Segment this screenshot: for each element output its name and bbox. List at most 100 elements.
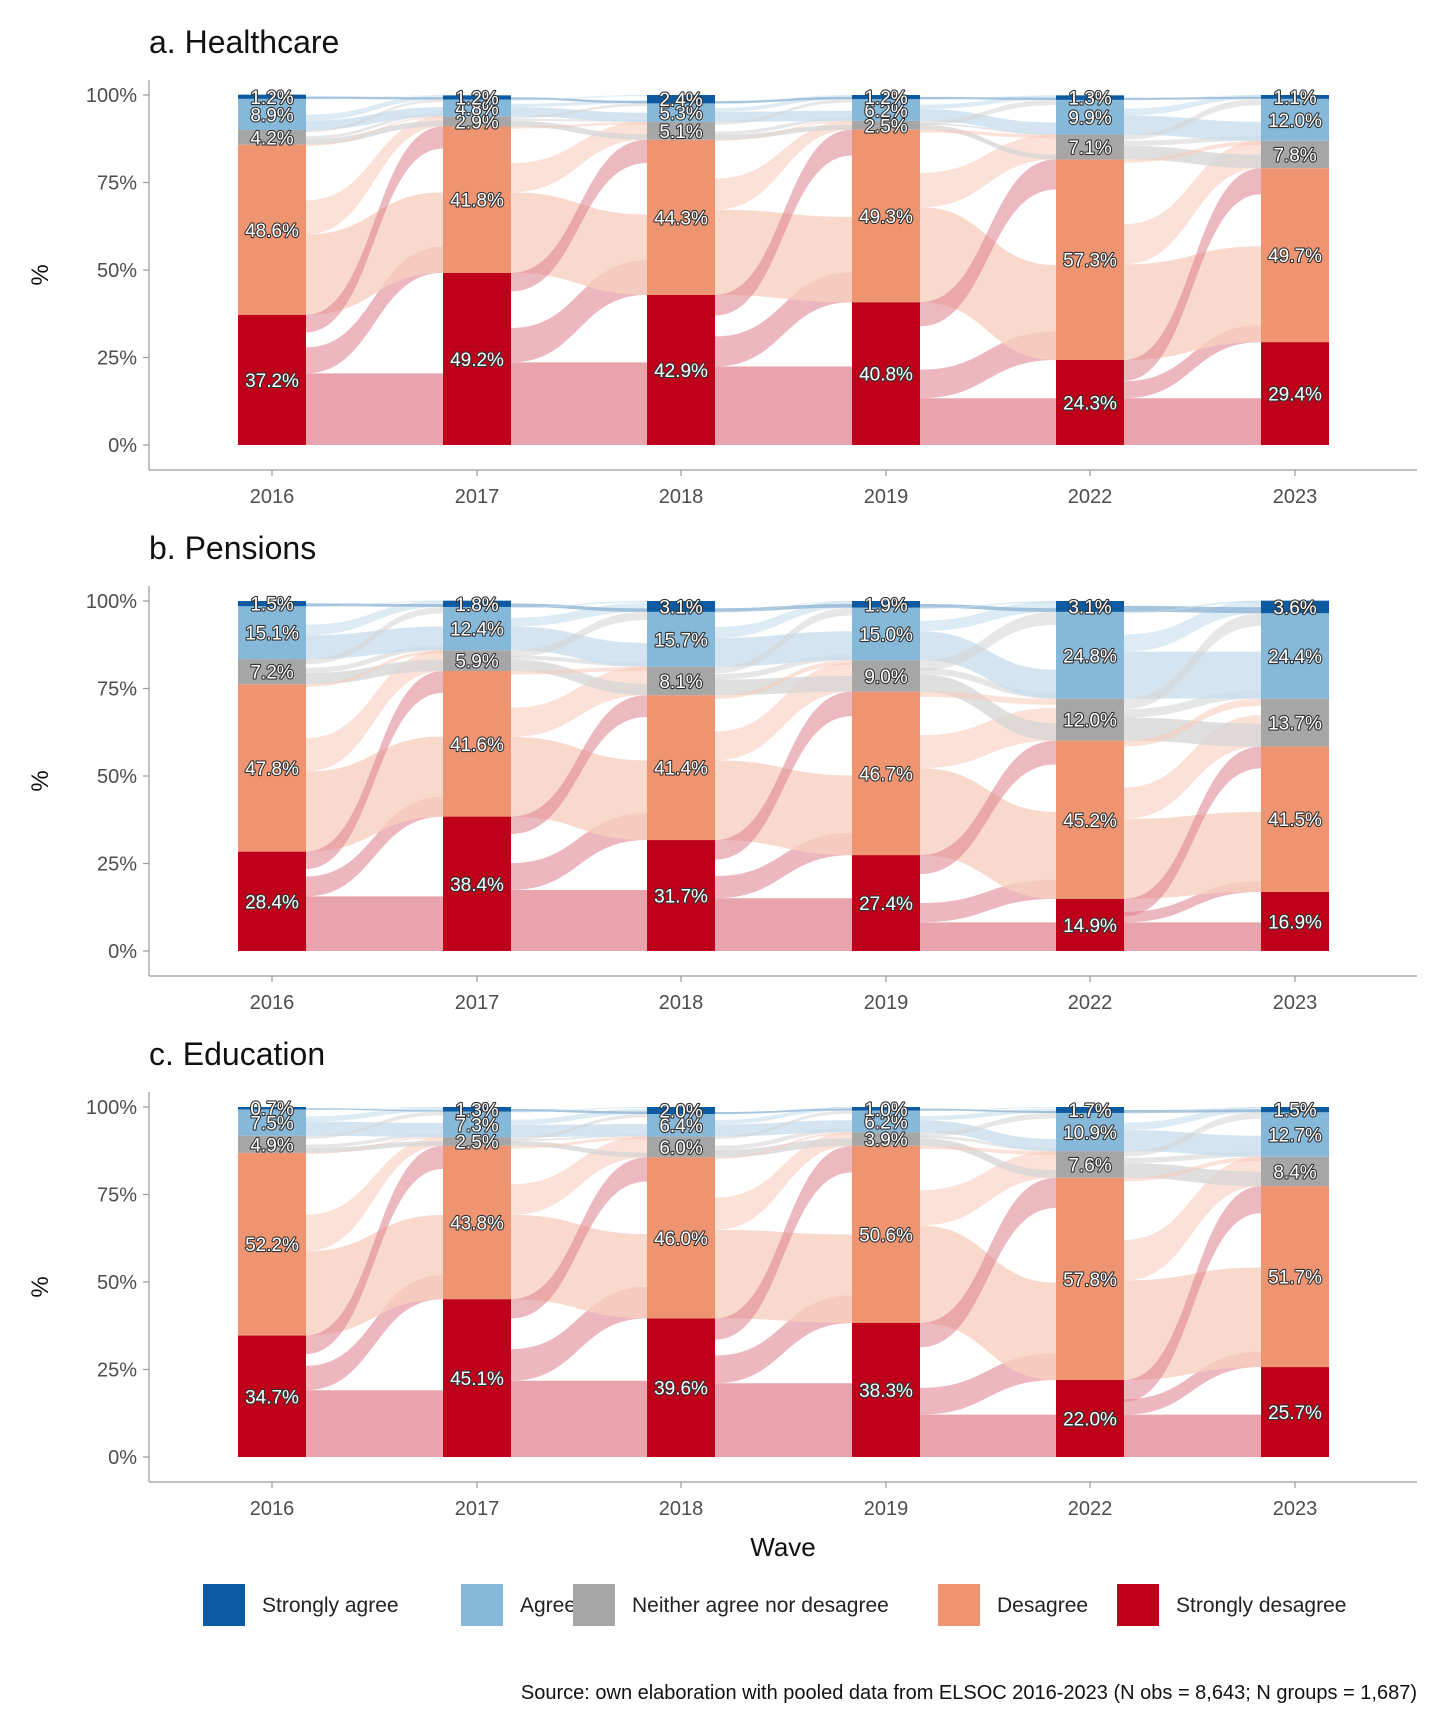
data-label: 1.5% [1273,1101,1316,1122]
flow-neither-agree-nor-desagree-to-agree [306,113,443,140]
data-label: 50.6% [859,1225,913,1246]
panel-title: a. Healthcare [149,24,339,60]
bar-segment-desagree [443,671,511,817]
data-label: 6.4% [659,1116,702,1137]
x-tick-label: 2019 [864,992,909,1014]
flow-agree-to-strongly-agree [920,1107,1056,1112]
data-label: 42.9% [654,361,708,382]
flow-neither-agree-nor-desagree-to-agree [920,123,1056,135]
data-label: 9.9% [1068,108,1111,129]
flow-agree-to-strongly-agree [1124,95,1261,116]
bar-segment-strongly-agree [647,95,715,104]
flow-desagree [920,768,1056,899]
flow-strongly-desagree-to-desagree [306,796,443,897]
bar-segment-strongly-agree [443,95,511,100]
y-axis-label: % [27,770,54,791]
y-tick-label: 100% [86,85,137,107]
x-tick-label: 2022 [1068,1498,1113,1520]
data-label: 0.7% [250,1099,293,1120]
data-label: 2.4% [659,90,702,111]
flow-desagree-to-neither-agree-nor-desagree [306,650,443,687]
data-label: 41.6% [450,735,504,756]
flow-strongly-desagree [1124,922,1261,951]
flow-agree-to-strongly-agree [920,95,1056,100]
bar-segment-strongly-agree [238,1107,306,1110]
data-label: 57.3% [1063,251,1117,272]
data-label: 22.0% [1063,1410,1117,1431]
x-tick-label: 2016 [250,992,295,1014]
y-axis-label: % [27,1276,54,1297]
legend-key [461,1584,503,1626]
x-tick-label: 2017 [455,992,500,1014]
bar-segment-strongly-agree [1056,1107,1124,1113]
bar-segment-strongly-desagree [647,294,715,445]
y-tick-label: 75% [97,679,137,701]
bar-segment-strongly-desagree [647,840,715,951]
data-label: 2.0% [659,1102,702,1123]
bar-segment-neither-agree-nor-desagree [852,660,920,692]
flow-strongly-desagree-to-desagree [920,159,1056,327]
flow-strongly-desagree-to-desagree [1124,168,1261,381]
flow-strongly-desagree [306,373,443,445]
data-label: 1.3% [455,1100,498,1121]
data-label: 9.0% [864,667,907,688]
legend-label: Strongly desagree [1176,1594,1346,1617]
data-label: 1.2% [864,88,907,109]
flow-neither-agree-nor-desagree-to-agree [306,99,443,133]
legend-key [1117,1584,1159,1626]
x-tick-label: 2023 [1273,486,1318,508]
data-label: 7.3% [455,1115,498,1136]
panel-c-education: c. Education 0% 25% 50% 75% 100%% 2016 2017 2018… [27,1036,1417,1562]
flow-agree-to-strongly-agree [511,601,647,609]
data-label: 4.8% [455,99,498,120]
data-label: 52.2% [245,1235,299,1256]
bar-segment-strongly-agree [852,601,920,608]
bar-segment-agree [852,1110,920,1133]
data-label: 6.2% [864,101,907,122]
data-labels: 37.2%48.6%4.2%8.9%1.2%49.2%41.8%2.9%4.8%… [244,87,1323,416]
data-label: 1.8% [455,595,498,616]
flow-agree-to-strongly-agree [715,1107,852,1115]
flow-strongly-desagree-to-desagree [306,1145,443,1354]
y-tick-label: 25% [97,1360,137,1382]
data-label: 1.0% [864,1100,907,1121]
data-label: 8.1% [659,672,702,693]
flow-neither-agree-nor-desagree-to-agree [1124,98,1261,140]
data-label: 15.1% [245,624,299,645]
legend-item-agree: Agree [461,1584,576,1626]
data-label: 14.9% [1063,916,1117,937]
flow-agree-to-strongly-agree [1124,95,1261,101]
flow-strongly-desagree-to-desagree [920,740,1056,875]
flow-desagree-to-neither-agree-nor-desagree [1124,140,1261,265]
data-label: 15.0% [859,625,913,646]
bar-segment-desagree [238,144,306,315]
bar-segment-desagree [1261,1186,1329,1368]
bar-segment-desagree [1261,746,1329,892]
flow-strongly-desagree-to-desagree [1124,1186,1261,1402]
flow-neither-agree-nor-desagree-to-agree [715,1110,852,1140]
data-label: 15.7% [654,630,708,651]
legend-label: Desagree [997,1594,1088,1617]
data-label: 13.7% [1268,714,1322,735]
data-label: 27.4% [859,894,913,915]
data-label: 16.9% [1268,912,1322,933]
bar-segment-neither-agree-nor-desagree [238,659,306,685]
flow-strongly-desagree-to-desagree [715,1145,852,1340]
alluvial-flows [306,95,1261,445]
bar-segment-strongly-desagree [1056,1380,1124,1457]
data-label: 6.2% [864,1112,907,1133]
bar-segment-agree [238,606,306,660]
bar-segment-agree [443,99,511,117]
data-label: 39.6% [654,1379,708,1400]
flow-strongly-agree [511,1109,647,1114]
flow-agree [1124,651,1261,699]
data-label: 3.1% [1068,597,1111,618]
bar-segment-strongly-desagree [443,272,511,445]
flow-desagree-to-neither-agree-nor-desagree [306,116,443,146]
bar-segment-agree [443,606,511,651]
x-tick-label: 2018 [659,1498,704,1520]
bar-segment-neither-agree-nor-desagree [647,1136,715,1158]
panel-title: c. Education [149,1036,325,1072]
bar-segment-desagree [852,1145,920,1323]
flow-agree [306,107,443,130]
